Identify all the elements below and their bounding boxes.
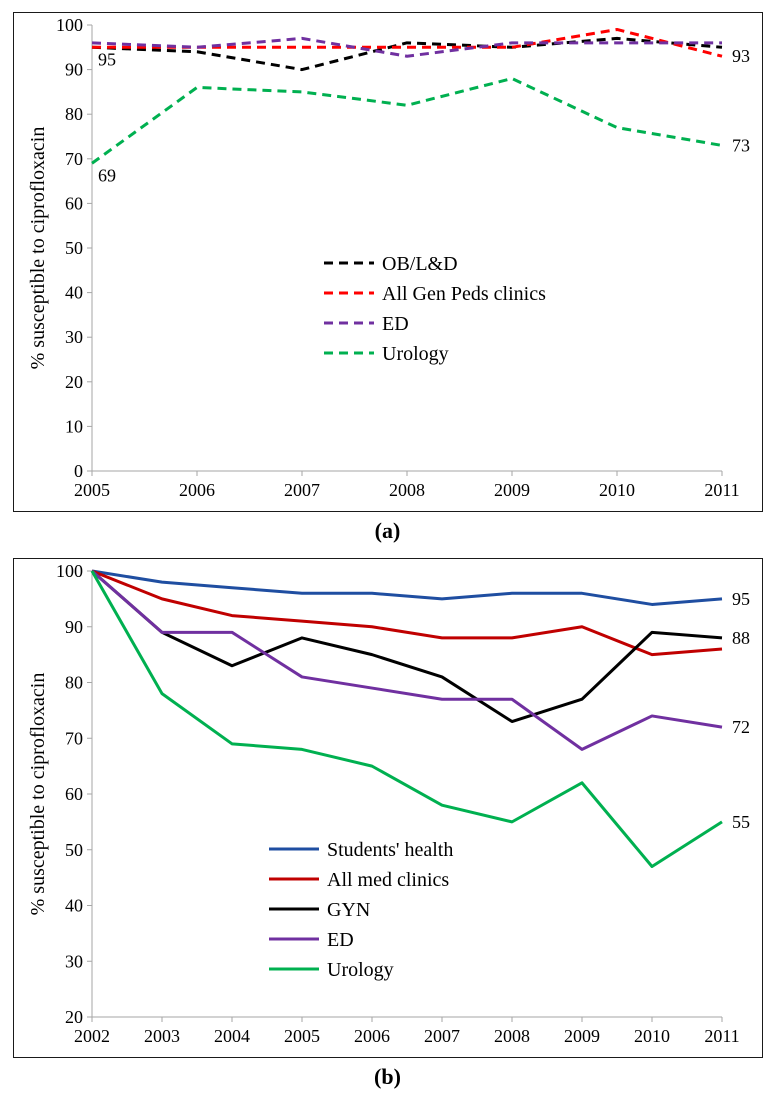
y-tick-label: 80 bbox=[65, 673, 83, 693]
series-line bbox=[92, 38, 722, 69]
y-tick-label: 90 bbox=[65, 60, 83, 80]
x-tick-label: 2008 bbox=[494, 1026, 530, 1046]
x-tick-label: 2006 bbox=[179, 480, 215, 500]
y-tick-label: 50 bbox=[65, 238, 83, 258]
x-tick-label: 2008 bbox=[389, 480, 425, 500]
y-tick-label: 50 bbox=[65, 840, 83, 860]
legend-label: Students' health bbox=[327, 839, 453, 861]
series-end-label: 73 bbox=[732, 135, 750, 155]
chart-a-svg: 0 10 20 30 40 50 60 70 80 90 100 2005 2006 2007 2008 20… bbox=[14, 13, 762, 511]
y-axis-title: % susceptible to ciprofloxacin bbox=[27, 673, 49, 916]
x-tick-label: 2010 bbox=[599, 480, 635, 500]
x-tick-label: 2006 bbox=[354, 1026, 390, 1046]
series-end-label: 55 bbox=[732, 812, 750, 832]
y-tick-label: 30 bbox=[65, 951, 83, 971]
y-tick-label: 40 bbox=[65, 283, 83, 303]
x-tick-label: 2009 bbox=[564, 1026, 600, 1046]
legend-label: All Gen Peds clinics bbox=[382, 283, 546, 305]
y-tick-label: 20 bbox=[65, 372, 83, 392]
y-tick-label: 20 bbox=[65, 1007, 83, 1027]
series-line bbox=[92, 571, 722, 866]
y-tick-label: 90 bbox=[65, 617, 83, 637]
x-tick-label: 2010 bbox=[634, 1026, 670, 1046]
chart-b-panel: 20 30 40 50 60 70 80 90 100 2002 2003 2004 2005 2006 2… bbox=[13, 558, 763, 1058]
x-tick-label: 2002 bbox=[74, 1026, 110, 1046]
series-line bbox=[92, 79, 722, 164]
series-end-label: 72 bbox=[732, 717, 750, 737]
x-tick-label: 2011 bbox=[704, 1026, 739, 1046]
y-tick-label: 30 bbox=[65, 327, 83, 347]
chart-b-svg: 20 30 40 50 60 70 80 90 100 2002 2003 2004 2005 2006 2… bbox=[14, 559, 762, 1057]
panel-b-label: (b) bbox=[12, 1064, 763, 1090]
y-tick-label: 70 bbox=[65, 728, 83, 748]
y-tick-label: 80 bbox=[65, 104, 83, 124]
series-start-label: 69 bbox=[98, 165, 116, 185]
x-tick-label: 2007 bbox=[424, 1026, 460, 1046]
series-line bbox=[92, 571, 722, 604]
x-tick-label: 2005 bbox=[74, 480, 110, 500]
y-tick-label: 100 bbox=[56, 561, 83, 581]
x-tick-label: 2009 bbox=[494, 480, 530, 500]
legend-label: ED bbox=[327, 929, 354, 951]
y-axis-title: % susceptible to ciprofloxacin bbox=[27, 127, 49, 370]
y-tick-label: 60 bbox=[65, 193, 83, 213]
series-end-label: 93 bbox=[732, 46, 750, 66]
y-tick-label: 0 bbox=[74, 461, 83, 481]
legend-label: OB/L&D bbox=[382, 253, 458, 275]
x-tick-label: 2007 bbox=[284, 480, 320, 500]
series-start-label: 95 bbox=[98, 49, 116, 69]
series-line bbox=[92, 571, 722, 749]
legend-label: ED bbox=[382, 313, 409, 335]
series-end-label: 95 bbox=[732, 589, 750, 609]
legend-label: Urology bbox=[327, 959, 394, 981]
y-tick-label: 10 bbox=[65, 416, 83, 436]
legend-label: All med clinics bbox=[327, 869, 449, 891]
chart-a-panel: 0 10 20 30 40 50 60 70 80 90 100 2005 2006 2007 2008 20… bbox=[13, 12, 763, 512]
y-tick-label: 100 bbox=[56, 15, 83, 35]
x-tick-label: 2005 bbox=[284, 1026, 320, 1046]
y-tick-label: 60 bbox=[65, 784, 83, 804]
panel-a-label: (a) bbox=[12, 518, 763, 544]
legend-label: Urology bbox=[382, 343, 449, 365]
x-tick-label: 2004 bbox=[214, 1026, 250, 1046]
y-tick-label: 40 bbox=[65, 896, 83, 916]
x-tick-label: 2003 bbox=[144, 1026, 180, 1046]
legend-label: GYN bbox=[327, 899, 370, 921]
series-end-label: 88 bbox=[732, 628, 750, 648]
y-tick-label: 70 bbox=[65, 149, 83, 169]
x-tick-label: 2011 bbox=[704, 480, 739, 500]
